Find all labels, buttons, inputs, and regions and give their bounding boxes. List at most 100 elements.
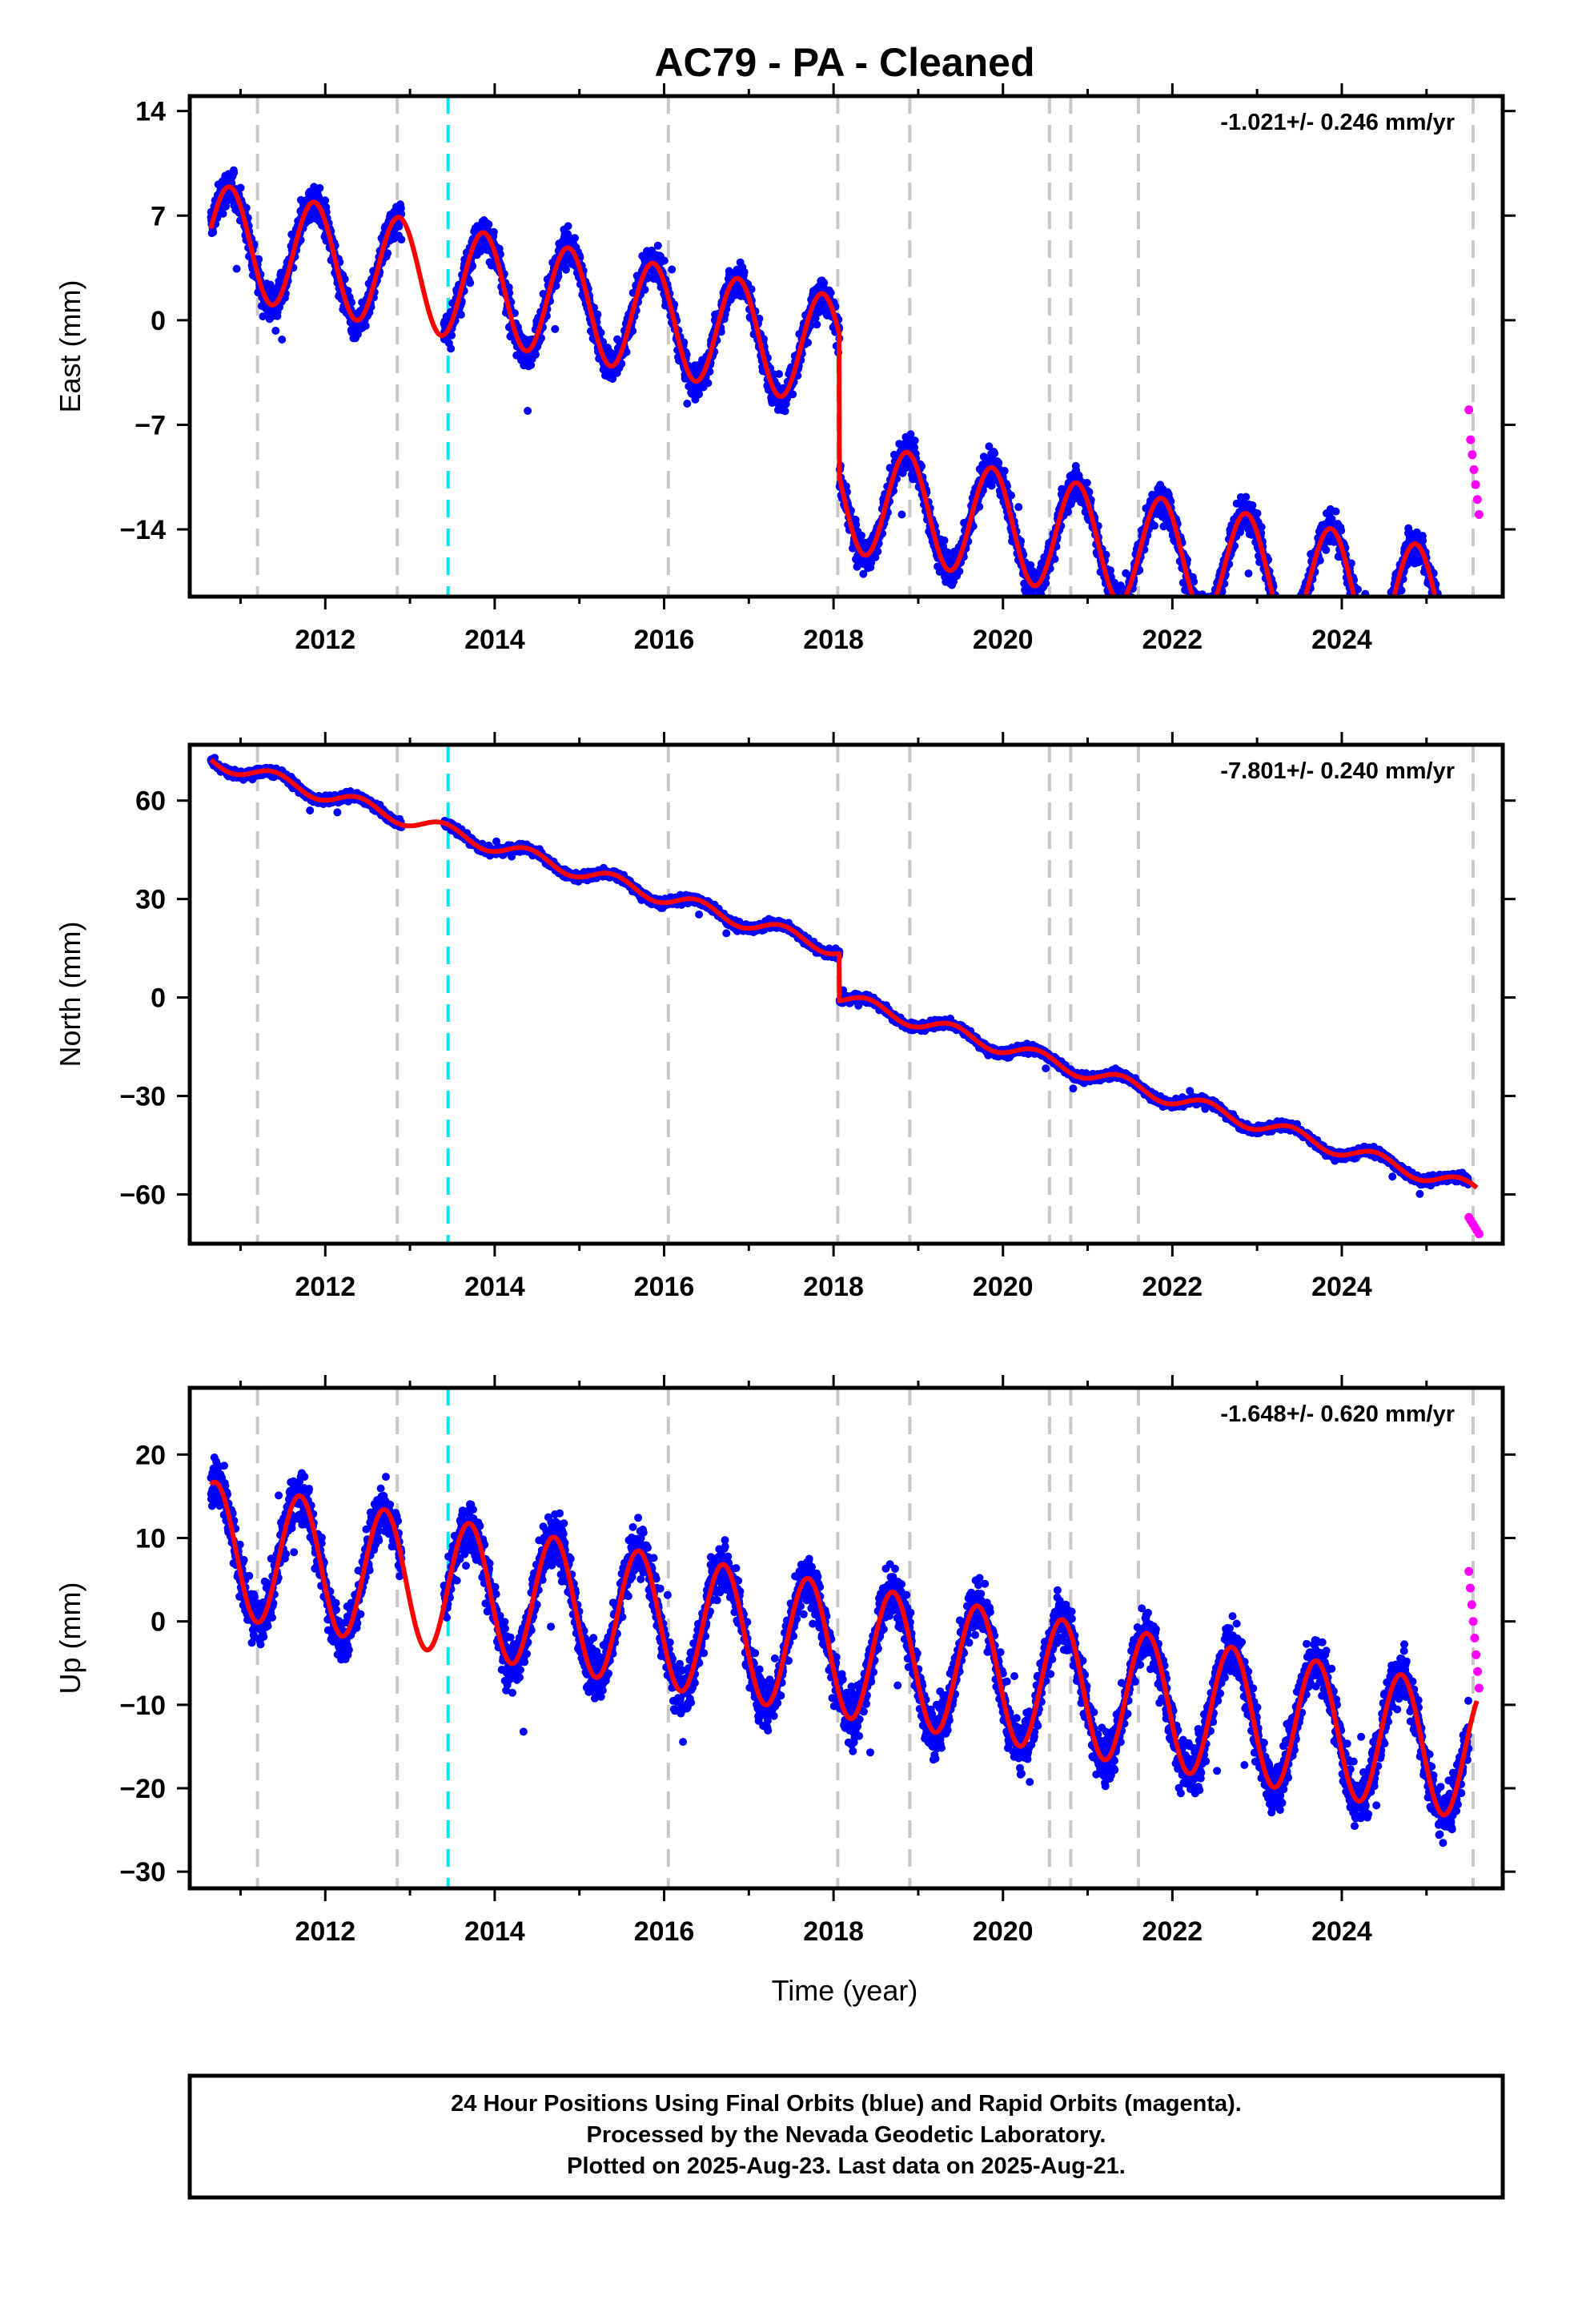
data-point [1205, 599, 1213, 607]
data-point [1203, 611, 1211, 619]
data-point [1377, 669, 1385, 677]
data-point [1199, 611, 1207, 619]
data-point [1271, 601, 1279, 609]
data-point [1285, 637, 1293, 645]
data-point [1274, 622, 1282, 630]
data-point [1374, 633, 1382, 641]
data-point [1119, 603, 1127, 611]
data-point [1351, 608, 1359, 616]
data-point [1289, 632, 1297, 640]
data-point [1386, 607, 1394, 615]
data-point [1378, 631, 1386, 639]
data-point [1213, 601, 1221, 609]
data-point [1356, 613, 1364, 621]
data-point [1375, 649, 1383, 657]
data-point [1351, 607, 1359, 615]
data-point [552, 281, 560, 290]
data-point [266, 280, 275, 289]
data-point [397, 235, 406, 244]
data-point [1284, 638, 1292, 646]
data-point [1117, 599, 1125, 607]
data-point [1353, 602, 1361, 610]
data-point [1192, 607, 1200, 615]
data-point [1299, 611, 1307, 619]
data-point [1376, 635, 1384, 643]
data-point [1275, 607, 1283, 615]
data-point [1383, 605, 1391, 613]
data-point [1271, 605, 1279, 613]
plot-area [207, 96, 1484, 677]
data-point [1296, 622, 1304, 630]
data-point [1381, 630, 1389, 638]
data-point [1375, 625, 1383, 633]
data-point [1293, 619, 1301, 627]
data-point [1198, 602, 1206, 610]
data-point [1295, 611, 1303, 619]
data-point [1379, 629, 1387, 637]
data-point [1371, 648, 1379, 656]
data-point [1281, 630, 1289, 638]
data-point [1285, 627, 1293, 635]
data-point [1291, 615, 1299, 623]
data-point [1115, 601, 1123, 609]
data-point [1211, 600, 1219, 608]
data-point [1287, 637, 1295, 645]
data-point [1285, 624, 1293, 632]
data-point [1257, 523, 1266, 532]
data-point [1293, 626, 1301, 634]
data-point [1381, 624, 1389, 632]
data-point [1271, 620, 1279, 628]
data-point [1242, 493, 1251, 501]
data-point [1353, 608, 1361, 616]
data-point [571, 234, 579, 243]
data-point [551, 324, 560, 333]
data-point [1193, 601, 1201, 609]
data-point [1115, 601, 1123, 609]
data-point [1299, 605, 1307, 613]
data-point [1208, 600, 1216, 608]
data-point [1272, 599, 1280, 607]
data-point [653, 241, 662, 250]
data-point [1275, 619, 1283, 627]
data-point [1387, 601, 1395, 609]
data-point [1294, 626, 1302, 634]
data-point [1268, 601, 1276, 609]
data-point [1373, 623, 1381, 631]
data-point [1203, 619, 1211, 627]
data-point [1283, 623, 1291, 631]
data-point [873, 547, 882, 556]
data-point [1120, 602, 1128, 610]
data-point [1280, 629, 1288, 637]
data-point [1300, 599, 1308, 607]
data-point [1386, 614, 1394, 622]
data-point [1273, 614, 1281, 622]
data-point [1198, 606, 1206, 614]
data-point [1387, 613, 1395, 621]
data-point [1384, 617, 1392, 625]
data-point [1150, 521, 1159, 530]
data-point [1271, 605, 1279, 613]
data-point [1113, 599, 1121, 607]
data-point [1209, 610, 1217, 618]
data-point [1114, 604, 1122, 612]
data-point [1118, 599, 1126, 607]
data-point [315, 183, 324, 192]
data-point [1211, 604, 1219, 612]
data-point [1205, 617, 1213, 625]
data-point [524, 407, 532, 415]
data-point [468, 262, 477, 271]
data-point [1295, 617, 1303, 625]
data-point [1207, 609, 1215, 617]
data-point [1114, 608, 1122, 616]
data-point [1353, 611, 1361, 619]
data-point [1283, 609, 1291, 617]
data-point [1290, 610, 1298, 618]
data-point [1273, 610, 1281, 618]
data-point [1206, 607, 1214, 615]
data-point [448, 331, 456, 340]
data-point [1379, 625, 1387, 633]
data-point [271, 327, 280, 335]
data-point [1275, 605, 1283, 613]
data-point [1114, 611, 1122, 619]
data-point [1296, 606, 1304, 614]
